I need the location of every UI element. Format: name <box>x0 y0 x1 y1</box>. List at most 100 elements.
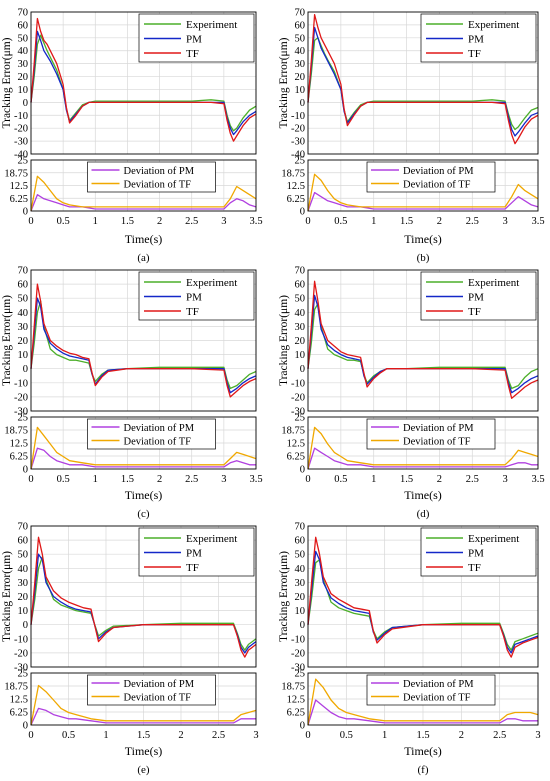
series-line <box>30 707 256 726</box>
axes-frame <box>307 525 539 668</box>
y-tick-label: 6.25 <box>10 708 28 719</box>
legend-label: PM <box>186 548 202 560</box>
y-tick-label: 30 <box>295 322 306 333</box>
y-tick-label: -30 <box>291 407 305 418</box>
panel: 706050403020100-10-20-30ExperimentPMTF25… <box>1 266 263 521</box>
y-tick-label: 40 <box>18 564 29 575</box>
series-line <box>307 294 539 394</box>
legend-label: Deviation of PM <box>124 166 195 177</box>
y-tick-label: -10 <box>291 378 305 389</box>
x-tick-label: 3.5 <box>531 216 544 227</box>
y-tick-label: 60 <box>295 280 306 291</box>
x-tick-label: 3 <box>253 730 258 741</box>
x-tick-label: 1 <box>93 216 98 227</box>
series-line <box>307 191 539 212</box>
y-tick-label: 30 <box>295 578 306 589</box>
y-tick-label: 50 <box>295 33 306 44</box>
legend-label: TF <box>468 306 481 318</box>
panel: 706050403020100-10-20-30-40ExperimentPMT… <box>278 8 545 265</box>
axes-frame <box>307 672 539 726</box>
legend-label: PM <box>186 292 202 304</box>
y-tick-label: -30 <box>291 137 305 148</box>
legend-label: Experiment <box>468 533 519 545</box>
legend-label: PM <box>468 34 484 46</box>
legend-label: PM <box>468 292 484 304</box>
y-tick-label: 0 <box>300 98 305 109</box>
series-line <box>307 550 539 654</box>
y-tick-label: -30 <box>291 663 305 674</box>
y-tick-label: 20 <box>18 592 29 603</box>
y-tick-label: 40 <box>295 564 306 575</box>
y-tick-label: 0 <box>300 620 305 631</box>
x-tick-label: 1 <box>371 216 376 227</box>
y-tick-label: 0 <box>23 620 28 631</box>
y-tick-label: 30 <box>18 322 29 333</box>
x-tick-label: 2 <box>437 216 442 227</box>
x-tick-label: 2.5 <box>466 216 479 227</box>
y-tick-label: 12.5 <box>287 181 305 192</box>
y-tick-label: -20 <box>14 648 28 659</box>
x-tick-label: 1.5 <box>416 730 429 741</box>
y-tick-label: 60 <box>295 536 306 547</box>
legend-label: Deviation of TF <box>403 693 471 704</box>
axes-frame <box>30 525 257 668</box>
legend-label: Deviation of TF <box>124 180 192 191</box>
y-tick-label: 12.5 <box>10 695 28 706</box>
x-tick-label: 3 <box>503 474 508 485</box>
y-tick-label: 18.75 <box>281 168 305 179</box>
legend-box <box>366 161 496 193</box>
y-tick-label: -10 <box>291 634 305 645</box>
y-tick-label: 10 <box>295 85 306 96</box>
x-tick-label: 0.5 <box>334 474 347 485</box>
y-tick-label: 0 <box>23 364 28 375</box>
bottom: 25 18.75 12.5 6.25 0 Deviation of PM Deviation… <box>281 669 539 732</box>
y-tick-label: 70 <box>295 266 306 277</box>
y-tick-label: -20 <box>291 124 305 135</box>
panel: 706050403020100-10-20-30ExperimentPMTF25… <box>1 522 259 777</box>
y-tick-label: 0 <box>300 364 305 375</box>
y-tick-label: 10 <box>295 350 306 361</box>
y-tick-label: 50 <box>295 550 306 561</box>
series-line <box>30 684 257 726</box>
y-tick-label: 6.25 <box>287 708 305 719</box>
y-tick-label: 0 <box>300 207 305 218</box>
series-line <box>30 426 257 470</box>
axes-frame <box>307 269 539 412</box>
y-tick-label: 0 <box>23 98 28 109</box>
y-axis-label: Tracking Error(μm) <box>278 295 290 386</box>
y-tick-label: 0 <box>300 721 305 732</box>
series-line <box>30 283 257 398</box>
y-tick-label: 25 <box>295 156 306 167</box>
legend-label: Deviation of PM <box>124 423 195 434</box>
y-axis-label: Tracking Error(μm) <box>1 37 13 128</box>
series-line <box>307 699 538 726</box>
y-tick-label: -40 <box>14 150 28 161</box>
legend-label: Experiment <box>186 533 237 545</box>
bottom: 25 18.75 12.5 6.25 0 Deviation of PM Deviation… <box>281 413 539 476</box>
y-tick-label: 25 <box>295 413 306 424</box>
x-axis-label: Time(s) <box>404 744 442 758</box>
bottom: 25 18.75 12.5 6.25 0 Deviation of PM Deviation… <box>4 413 257 476</box>
y-tick-label: 12.5 <box>287 439 305 450</box>
x-tick-label: 1 <box>371 474 376 485</box>
y-tick-label: 18.75 <box>4 426 28 437</box>
y-tick-label: -30 <box>14 663 28 674</box>
axes-frame <box>30 11 257 155</box>
y-tick-label: 30 <box>18 578 29 589</box>
series-line <box>307 678 539 726</box>
y-tick-label: -30 <box>14 137 28 148</box>
legend-label: PM <box>186 34 202 46</box>
legend-box <box>366 418 496 450</box>
x-tick-label: 2.5 <box>212 730 225 741</box>
y-axis-label: Tracking Error(μm) <box>1 295 13 386</box>
axes-frame <box>307 159 539 212</box>
y-tick-label: 10 <box>18 350 29 361</box>
legend-label: Deviation of TF <box>403 180 471 191</box>
y-tick-label: 40 <box>18 46 29 57</box>
y-tick-label: 40 <box>18 308 29 319</box>
panel-label: (b) <box>417 252 430 264</box>
y-tick-label: 70 <box>295 8 306 19</box>
series-line <box>307 13 539 145</box>
